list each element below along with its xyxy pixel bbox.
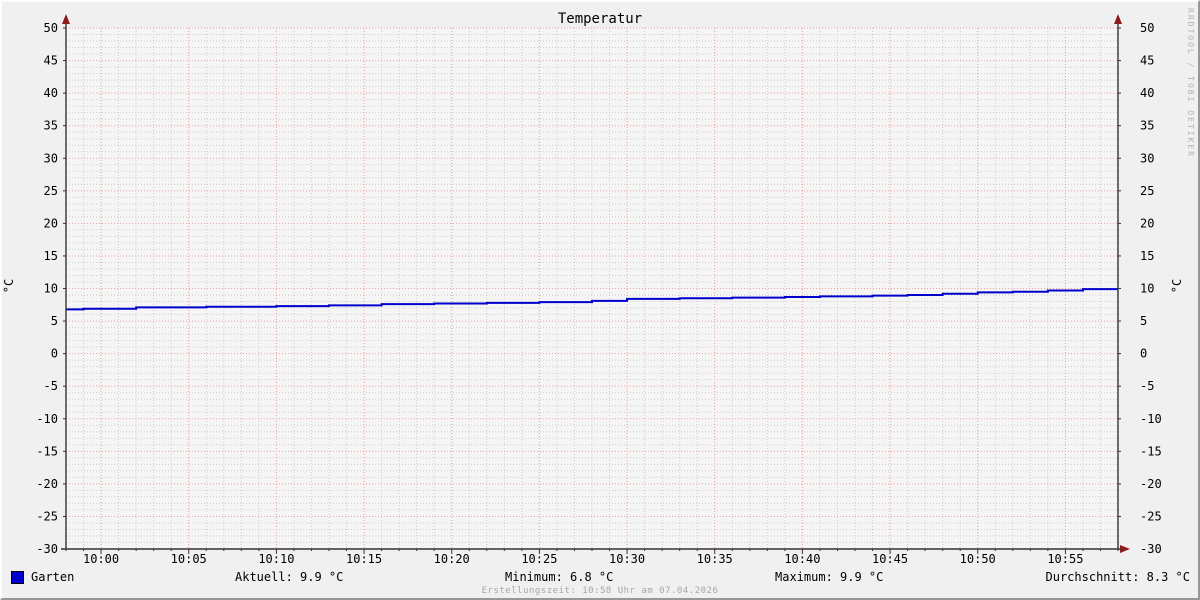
stat-maximum: Maximum: 9.9 °C xyxy=(775,570,884,584)
y-tick-label-left: -30 xyxy=(36,542,58,556)
y-tick-label-left: 20 xyxy=(44,216,58,230)
y-tick-label-right: -10 xyxy=(1140,412,1162,426)
stat-minimum: Minimum: 6.8 °C xyxy=(505,570,614,584)
y-tick-label-right: 30 xyxy=(1140,151,1154,165)
series-color-swatch xyxy=(11,570,24,584)
y-tick-label-left: 15 xyxy=(44,249,58,263)
x-tick-label: 10:50 xyxy=(960,552,996,566)
y-tick-label-left: 50 xyxy=(44,21,58,35)
y-tick-label-right: 0 xyxy=(1140,347,1147,361)
y-tick-label-right: 40 xyxy=(1140,86,1154,100)
legend-row: Garten Aktuell: 9.9 °C Minimum: 6.8 °C M… xyxy=(2,570,1198,585)
y-tick-label-left: -10 xyxy=(36,412,58,426)
y-tick-label-right: -30 xyxy=(1140,542,1162,556)
stat-aktuell: Aktuell: 9.9 °C xyxy=(235,570,344,584)
y-tick-label-left: 0 xyxy=(51,347,58,361)
y-tick-label-left: 25 xyxy=(44,184,58,198)
y-tick-label-left: -25 xyxy=(36,509,58,523)
y-tick-label-left: 30 xyxy=(44,151,58,165)
y-tick-label-right: 45 xyxy=(1140,54,1154,68)
stat-durchschnitt: Durchschnitt: 8.3 °C xyxy=(1045,570,1191,584)
y-tick-label-right: -5 xyxy=(1140,379,1154,393)
x-tick-label: 10:25 xyxy=(521,552,557,566)
creation-timestamp: Erstellungszeit: 10:58 Uhr am 07.04.2026 xyxy=(481,586,719,596)
y-tick-label-right: -25 xyxy=(1140,509,1162,523)
x-tick-label: 10:20 xyxy=(434,552,470,566)
y-tick-label-right: -20 xyxy=(1140,477,1162,491)
x-tick-label: 10:00 xyxy=(83,552,119,566)
y-tick-label-right: 15 xyxy=(1140,249,1154,263)
y-tick-label-left: -5 xyxy=(44,379,58,393)
x-tick-label: 10:45 xyxy=(872,552,908,566)
y-tick-label-right: 25 xyxy=(1140,184,1154,198)
x-tick-label: 10:10 xyxy=(258,552,294,566)
y-tick-label-left: -20 xyxy=(36,477,58,491)
x-tick-label: 10:40 xyxy=(784,552,820,566)
y-tick-label-right: 50 xyxy=(1140,21,1154,35)
y-tick-label-right: 35 xyxy=(1140,119,1154,133)
y-tick-label-right: 20 xyxy=(1140,216,1154,230)
y-tick-label-left: 40 xyxy=(44,86,58,100)
y-tick-label-right: 10 xyxy=(1140,282,1154,296)
y-tick-label-right: -15 xyxy=(1140,444,1162,458)
series-line-garten xyxy=(66,288,1118,311)
y-tick-label-right: 5 xyxy=(1140,314,1147,328)
y-axis-unit-right: °C xyxy=(1170,278,1185,294)
y-axis-unit-left: °C xyxy=(2,278,17,294)
y-tick-label-left: 5 xyxy=(51,314,58,328)
x-tick-label: 10:05 xyxy=(171,552,207,566)
y-tick-label-left: 45 xyxy=(44,54,58,68)
series-label: Garten xyxy=(31,570,75,584)
y-tick-label-left: -15 xyxy=(36,444,58,458)
x-tick-label: 10:35 xyxy=(697,552,733,566)
rrdtool-watermark: RRDTOOL / TOBI OETIKER xyxy=(1186,8,1195,158)
x-tick-label: 10:15 xyxy=(346,552,382,566)
x-tick-label: 10:30 xyxy=(609,552,645,566)
x-tick-label: 10:55 xyxy=(1047,552,1083,566)
y-tick-label-left: 10 xyxy=(44,282,58,296)
y-tick-label-left: 35 xyxy=(44,119,58,133)
legend-series-garten: Garten xyxy=(11,570,74,584)
chart-title: Temperatur xyxy=(557,11,643,27)
